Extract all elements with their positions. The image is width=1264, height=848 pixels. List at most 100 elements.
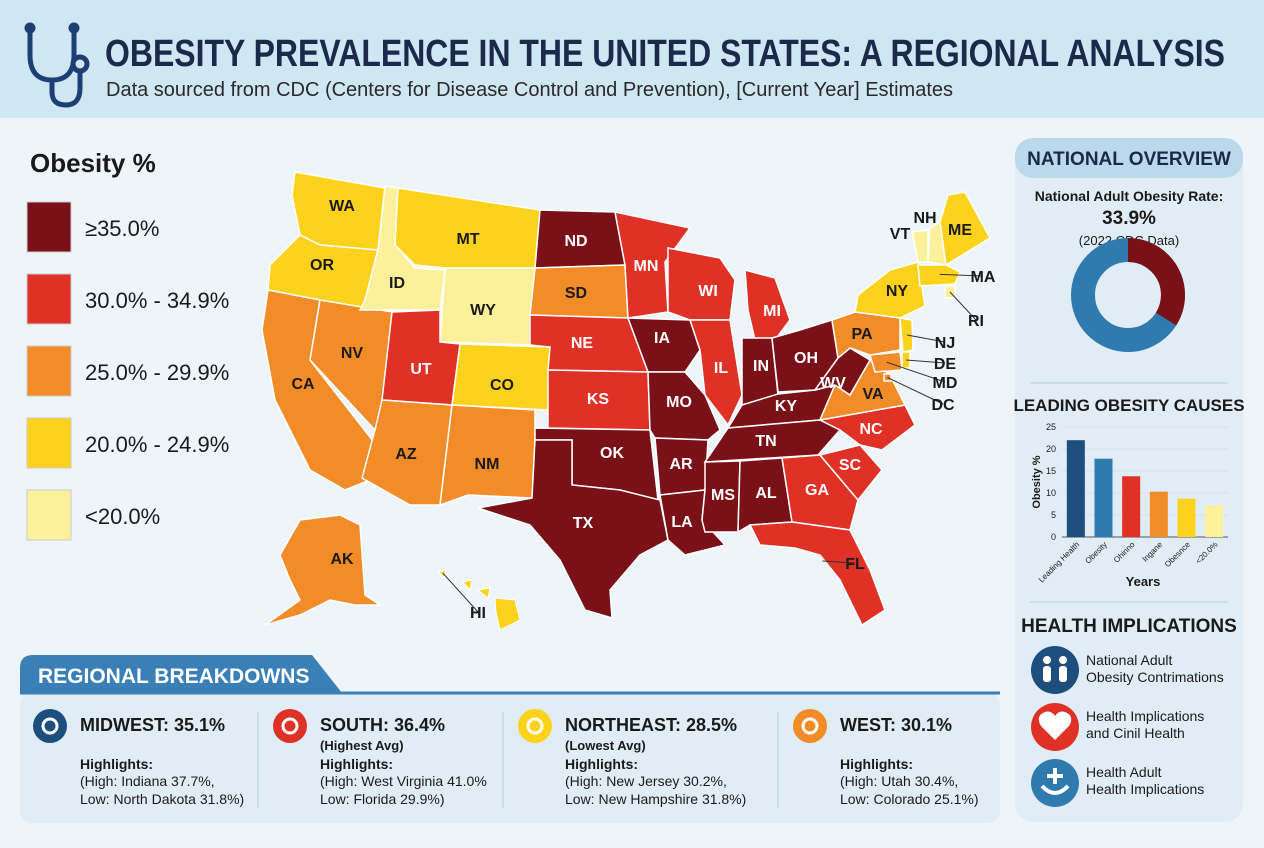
bar — [1177, 498, 1196, 537]
state-label: IL — [714, 360, 728, 377]
donut — [1071, 238, 1185, 352]
region-icon — [793, 709, 827, 743]
region-highlights: Highlights: — [840, 756, 913, 772]
state — [439, 404, 536, 507]
state-label: MT — [456, 231, 479, 248]
region-icon-mark — [41, 717, 59, 735]
region-heading: WEST: 30.1% — [840, 715, 952, 735]
state-label: NE — [571, 335, 594, 352]
state-label: MD — [933, 375, 958, 392]
y-tick-label: 20 — [1046, 444, 1056, 454]
state-label: FL — [845, 556, 865, 573]
legend-swatch — [26, 273, 72, 325]
leader-line — [822, 560, 856, 564]
region-highlights: Highlights: — [565, 756, 638, 772]
rate-heading: National Adult Obesity Rate: — [1035, 188, 1224, 204]
leader-line — [949, 291, 977, 321]
state-label: VA — [862, 386, 883, 403]
state-label: VT — [890, 226, 911, 243]
legend: ≥35.0% 30.0% - 34.9% 25.0% - 29.9% 20.0% - … — [26, 201, 229, 541]
state — [748, 521, 886, 627]
legend-swatch — [26, 345, 72, 397]
state-label: AZ — [395, 446, 417, 463]
state-label: OH — [794, 350, 818, 367]
y-axis-label: Obesity % — [1031, 455, 1043, 508]
state — [781, 454, 859, 531]
donut-segment — [1071, 238, 1185, 352]
state-label: AR — [669, 456, 693, 473]
implication-icons — [1031, 646, 1079, 807]
region-icon — [33, 709, 67, 743]
state — [436, 569, 447, 580]
region-note: (Lowest Avg) — [565, 738, 646, 753]
us-map: WA OR CA NV ID MT WY UT CO AZ NM ND SD NE KS OK TX MN IA MO… — [261, 171, 996, 631]
region-line: Low: Colorado 25.1%) — [840, 791, 979, 807]
region-icon-mark — [281, 717, 299, 735]
legend-swatch — [26, 417, 72, 469]
state-label: OR — [310, 257, 334, 274]
stethoscope-icon — [24, 22, 90, 108]
state-label: AL — [755, 485, 777, 502]
y-tick-label: 10 — [1046, 488, 1056, 498]
state-label: MA — [971, 269, 996, 286]
rate-text: 33.9% — [1102, 208, 1156, 229]
state-label: NM — [475, 456, 500, 473]
state — [939, 191, 991, 267]
state-label: TN — [755, 433, 776, 450]
state-label: WY — [470, 302, 496, 319]
state-label: NC — [859, 421, 883, 438]
state-island — [462, 579, 473, 592]
state — [869, 351, 903, 373]
leader-line — [906, 334, 946, 343]
region-highlights: Highlights: — [80, 756, 153, 772]
legend-label: 25.0% - 29.9% — [85, 360, 229, 385]
page-title: OBESITY PREVALENCE IN THE UNITED STATES:… — [105, 33, 1225, 75]
state-label: ME — [948, 222, 972, 239]
bar — [1149, 491, 1168, 537]
legend-title: Obesity % — [30, 148, 156, 178]
region-line: (High: Utah 30.4%, — [840, 773, 958, 789]
leader-line — [905, 359, 946, 364]
region-line: Low: North Dakota 31.8%) — [80, 791, 244, 807]
region-icon-mark — [526, 717, 544, 735]
implication-text: Health Adult — [1086, 764, 1162, 780]
state-label: CA — [291, 376, 315, 393]
state — [703, 419, 842, 463]
implication-text: Obesity Contrimations — [1086, 669, 1224, 685]
implications-title: HEALTH IMPLICATIONS — [1021, 616, 1237, 637]
state-label: NJ — [935, 335, 955, 352]
state — [899, 317, 914, 353]
region-line: (High: Indiana 37.7%, — [80, 773, 215, 789]
state — [626, 317, 701, 373]
state-label: IN — [753, 358, 769, 375]
y-tick-label: 15 — [1046, 466, 1056, 476]
state-label: TX — [573, 515, 594, 532]
state — [264, 514, 383, 626]
region-note: (Highest Avg) — [320, 738, 404, 753]
bar — [1094, 458, 1113, 537]
state-label: WI — [698, 283, 718, 300]
leader-line — [887, 377, 944, 405]
state — [818, 444, 883, 502]
state-label: MN — [634, 258, 659, 275]
overview-title: NATIONAL OVERVIEW — [1027, 149, 1231, 170]
state-label: HI — [470, 605, 486, 622]
header-band — [0, 0, 1264, 118]
bar — [1122, 476, 1141, 537]
state-label: IA — [654, 330, 670, 347]
state-label: DE — [934, 356, 957, 373]
implication-text: and Cinil Health — [1086, 725, 1185, 741]
legend-swatch — [26, 201, 72, 253]
state-label: NH — [913, 210, 936, 227]
state-label: UT — [410, 361, 432, 378]
state-label: MO — [666, 394, 692, 411]
y-tick-label: 25 — [1046, 422, 1056, 432]
region-line: (High: New Jersey 30.2%, — [565, 773, 727, 789]
legend-label: ≥35.0% — [85, 216, 159, 241]
implication-text: Health Implications — [1086, 781, 1204, 797]
region-line: Low: Florida 29.9%) — [320, 791, 445, 807]
y-tick-label: 0 — [1051, 532, 1056, 542]
regional-title: REGIONAL BREAKDOWNS — [38, 665, 309, 688]
region-heading: NORTHEAST: 28.5% — [565, 715, 737, 735]
